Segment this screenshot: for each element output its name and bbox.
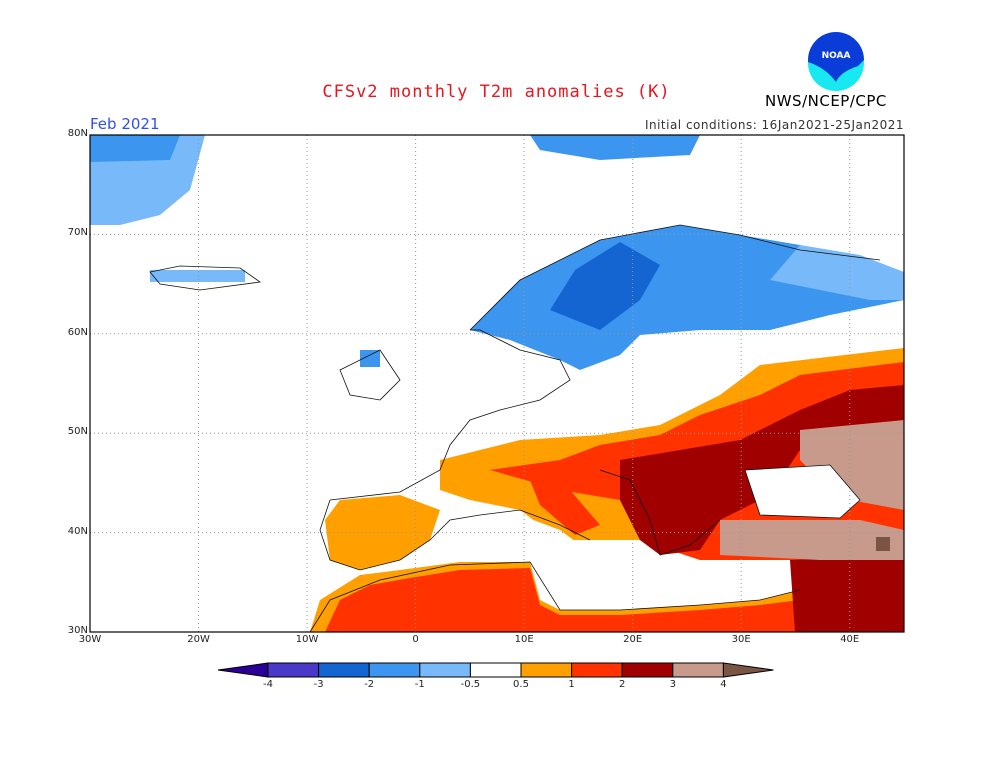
colorbar-label: -0.5 xyxy=(460,679,481,690)
colorbar-swatch xyxy=(621,662,674,678)
lat-tick-label: 50N xyxy=(67,426,88,438)
colorbar-swatch xyxy=(672,662,724,678)
colorbar-label: -4 xyxy=(263,679,273,690)
lon-tick-label: 10E xyxy=(514,634,534,645)
colorbar-swatch xyxy=(520,662,573,678)
map-frame xyxy=(89,134,905,633)
colorbar-arrow-high xyxy=(722,662,774,678)
colorbar-label: 1 xyxy=(568,679,575,690)
svg-text:NOAA: NOAA xyxy=(822,51,851,61)
lat-tick-label: 80N xyxy=(67,128,88,139)
organization-label: NWS/NCEP/CPC xyxy=(765,92,887,110)
colorbar-label: -3 xyxy=(313,679,324,690)
colorbar-swatch xyxy=(571,662,623,678)
month-label: Feb 2021 xyxy=(90,115,160,133)
lon-tick-label: 30E xyxy=(731,634,751,645)
anomaly-field xyxy=(90,135,904,632)
lon-tick-label: 10W xyxy=(295,634,319,645)
lon-tick-label: 40E xyxy=(840,634,860,645)
initial-conditions: Initial conditions: 16Jan2021-25Jan2021 xyxy=(644,118,904,132)
colorbar-label: -2 xyxy=(364,679,375,690)
colorbar-label: -1 xyxy=(414,679,425,690)
colorbar-swatch xyxy=(318,662,370,678)
lat-tick-label: 60N xyxy=(67,326,88,338)
lat-tick-label: 30N xyxy=(67,625,88,636)
colorbar-label: 4 xyxy=(720,679,727,690)
colorbar-label: 3 xyxy=(669,679,676,690)
lon-tick-label: 20E xyxy=(623,634,643,645)
colorbar-label: 0.5 xyxy=(513,679,529,690)
lon-tick-label: 30W xyxy=(78,634,102,645)
lat-tick-label: 40N xyxy=(67,525,88,537)
colorbar-swatch xyxy=(267,662,320,678)
lon-tick-label: 20W xyxy=(187,634,210,645)
colorbar xyxy=(217,662,774,678)
colorbar-swatch xyxy=(419,662,471,678)
colorbar-arrow-low xyxy=(217,662,269,678)
noaa-logo: NOAA xyxy=(808,32,864,91)
lat-tick-label: 70N xyxy=(67,227,88,239)
lon-tick-label: 0 xyxy=(412,634,419,645)
colorbar-swatch xyxy=(469,662,522,678)
colorbar-label: 2 xyxy=(619,679,626,690)
figure-title: CFSv2 monthly T2m anomalies (K) xyxy=(322,82,671,102)
colorbar-swatch xyxy=(368,662,421,678)
